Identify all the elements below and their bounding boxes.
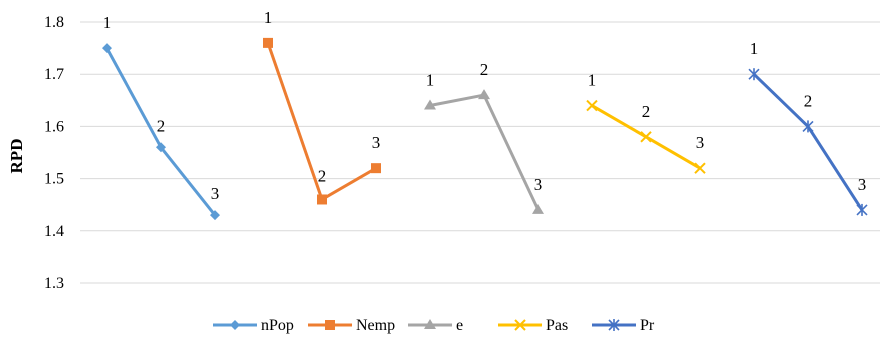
series-pas: 1 2 3 bbox=[586, 71, 706, 174]
legend-label: Pr bbox=[640, 317, 655, 334]
y-axis-label: RPD bbox=[7, 139, 26, 174]
legend-label: e bbox=[456, 317, 463, 334]
legend-item-npop: nPop bbox=[213, 317, 294, 334]
data-point-marker bbox=[640, 131, 652, 143]
legend-item-pr: Pr bbox=[592, 317, 655, 334]
data-point-label: 1 bbox=[103, 13, 112, 32]
legend-item-pas: Pas bbox=[498, 317, 568, 334]
legend-marker bbox=[325, 320, 335, 330]
data-point-label: 3 bbox=[211, 184, 220, 203]
data-point-label: 1 bbox=[588, 71, 597, 90]
data-point-label: 3 bbox=[696, 133, 705, 152]
legend-marker bbox=[424, 319, 436, 329]
series-npop: 1 2 3 bbox=[102, 13, 220, 221]
data-point-marker bbox=[102, 43, 112, 54]
data-point-marker bbox=[856, 203, 868, 216]
data-point-marker bbox=[371, 163, 381, 174]
data-point-marker bbox=[156, 142, 166, 153]
data-point-label: 2 bbox=[157, 116, 166, 135]
series-nemp: 1 2 3 bbox=[263, 8, 381, 205]
data-point-label: 3 bbox=[534, 175, 543, 194]
legend-item-nemp: Nemp bbox=[308, 317, 395, 334]
gridlines bbox=[80, 21, 880, 284]
series-layer: 1 2 3 1 2 3 1 2 3 1 2 3 1 2 3 bbox=[102, 8, 868, 221]
y-tick-label: 1.5 bbox=[44, 171, 64, 188]
legend-label: Nemp bbox=[356, 317, 395, 334]
y-tick-label: 1.4 bbox=[44, 223, 64, 240]
legend-marker bbox=[608, 319, 620, 331]
y-tick-label: 1.8 bbox=[44, 14, 64, 31]
series-line-e bbox=[429, 93, 540, 211]
data-point-label: 2 bbox=[804, 91, 813, 110]
data-point-marker bbox=[424, 99, 436, 110]
data-point-marker bbox=[317, 194, 327, 205]
data-point-marker bbox=[263, 37, 273, 48]
legend-marker bbox=[230, 320, 240, 330]
data-point-marker bbox=[210, 210, 220, 221]
legend-item-e: e bbox=[408, 317, 463, 334]
data-point-label: 3 bbox=[858, 175, 867, 194]
legend-label: nPop bbox=[261, 317, 294, 334]
data-point-marker bbox=[802, 120, 814, 133]
data-point-marker bbox=[478, 89, 490, 100]
series-pr: 1 2 3 bbox=[748, 39, 868, 216]
y-tick-label: 1.3 bbox=[44, 275, 64, 292]
legend: nPop Nemp e Pas Pr bbox=[213, 317, 655, 334]
data-point-marker bbox=[532, 203, 544, 214]
y-tick-label: 1.7 bbox=[44, 66, 64, 83]
data-point-label: 1 bbox=[426, 71, 435, 90]
y-tick-label: 1.6 bbox=[44, 118, 64, 135]
data-point-label: 2 bbox=[642, 102, 651, 121]
data-point-label: 1 bbox=[264, 8, 273, 27]
series-e: 1 2 3 bbox=[424, 60, 544, 214]
data-point-marker bbox=[694, 162, 706, 174]
data-point-label: 2 bbox=[318, 166, 327, 185]
data-point-label: 1 bbox=[750, 39, 759, 58]
legend-marker bbox=[514, 319, 526, 331]
data-point-label: 2 bbox=[480, 60, 489, 79]
legend-label: Pas bbox=[546, 317, 568, 334]
data-point-label: 3 bbox=[372, 133, 381, 152]
y-tick-labels: 1.3 1.4 1.5 1.6 1.7 1.8 bbox=[44, 14, 64, 292]
data-point-marker bbox=[586, 99, 598, 112]
data-point-marker bbox=[748, 68, 760, 81]
